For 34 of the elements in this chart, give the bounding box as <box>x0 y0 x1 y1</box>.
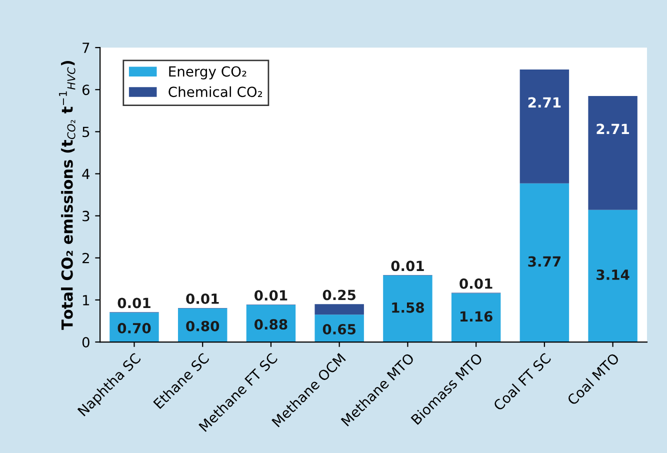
data-label: 1.16 <box>460 311 492 322</box>
data-label: 0.01 <box>460 278 492 289</box>
y-tick-label: 7 <box>82 42 90 53</box>
data-label: 0.01 <box>118 298 150 308</box>
data-label: 0.01 <box>254 290 288 301</box>
y-tick-label: 0 <box>82 336 90 348</box>
data-label: 0.25 <box>322 290 356 300</box>
data-label: 3.77 <box>528 256 560 267</box>
legend-label: Energy CO₂ <box>169 66 246 80</box>
bar <box>451 293 501 342</box>
bar <box>520 183 570 342</box>
data-label: 2.71 <box>528 97 561 108</box>
data-label: 0.01 <box>186 293 219 304</box>
y-tick-label: 3 <box>82 210 90 222</box>
y-axis-title: Total CO₂ emissions (t$_{CO₂}$ t$^{−1}$$_{HVC}$) <box>59 60 76 330</box>
data-label: 0.01 <box>391 260 424 272</box>
y-tick-label: 4 <box>82 168 90 180</box>
bar <box>588 96 638 210</box>
data-label: 0.88 <box>254 319 288 330</box>
y-tick-label: 5 <box>82 126 90 138</box>
data-label: 1.58 <box>392 302 424 313</box>
data-label: 2.71 <box>596 124 629 134</box>
data-label: 0.65 <box>322 324 356 334</box>
bar <box>383 276 432 342</box>
y-tick-label: 6 <box>82 84 90 96</box>
data-label: 0.80 <box>186 320 220 332</box>
bar <box>588 210 638 342</box>
bar <box>520 69 570 184</box>
y-tick-label: 1 <box>83 295 90 306</box>
legend-label: Chemical CO₂ <box>168 86 262 98</box>
y-tick-label: 2 <box>82 252 89 264</box>
data-label: 3.14 <box>596 270 630 280</box>
data-label: 0.70 <box>118 322 151 334</box>
bar <box>314 304 364 315</box>
